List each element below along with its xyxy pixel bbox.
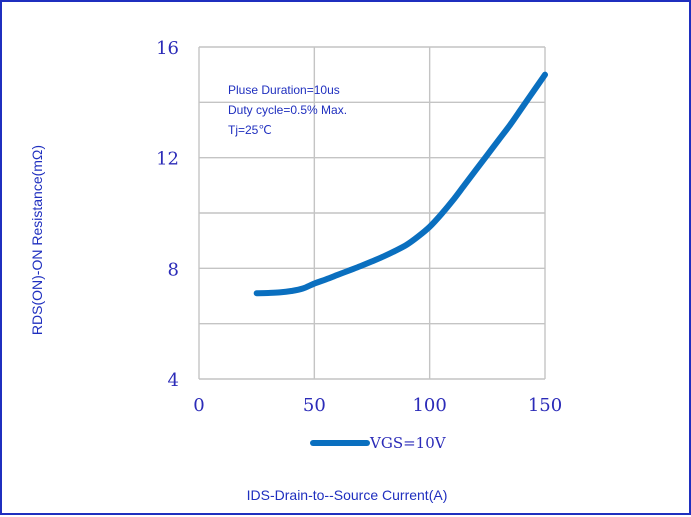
legend: VGS=10V xyxy=(310,434,447,452)
grid xyxy=(198,46,546,380)
x-axis-title: IDS-Drain-to--Source Current(A) xyxy=(247,487,448,503)
y-tick-labels: 4 8 12 16 xyxy=(156,38,179,391)
annotation-duty-cycle: Duty cycle=0.5% Max. xyxy=(228,103,347,117)
x-tick-150: 150 xyxy=(528,395,562,416)
x-tick-0: 0 xyxy=(193,395,204,416)
annotation-junction-temp: Tj=25℃ xyxy=(228,123,272,137)
x-tick-100: 100 xyxy=(412,395,446,416)
y-tick-8: 8 xyxy=(168,259,179,280)
y-axis-title: RDS(ON)-ON Resistance(mΩ) xyxy=(29,145,45,335)
legend-label-vgs-10v: VGS=10V xyxy=(369,434,447,452)
y-tick-4: 4 xyxy=(168,370,179,391)
x-tick-labels: 0 50 100 150 xyxy=(193,395,562,416)
annotation-box: Pluse Duration=10us Duty cycle=0.5% Max.… xyxy=(228,83,347,137)
series-line-vgs-10v xyxy=(253,71,548,297)
x-tick-50: 50 xyxy=(303,395,326,416)
y-tick-16: 16 xyxy=(156,38,179,59)
y-tick-12: 12 xyxy=(156,149,179,170)
annotation-pulse-duration: Pluse Duration=10us xyxy=(228,83,340,97)
